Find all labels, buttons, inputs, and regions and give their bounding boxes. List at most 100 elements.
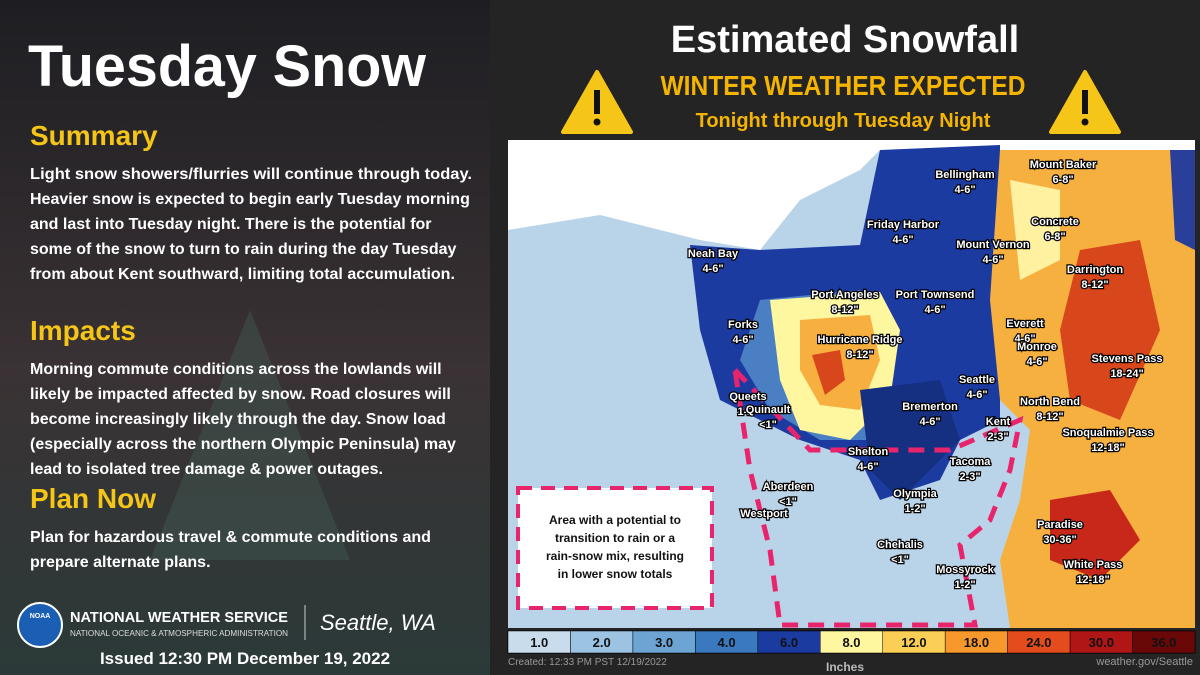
section-line: (especially across the northern Olympic … bbox=[30, 436, 456, 453]
city-name: Snoqualmie Pass bbox=[1062, 427, 1153, 439]
city-amount: 4-6" bbox=[702, 263, 723, 275]
city-name: Neah Bay bbox=[688, 248, 739, 260]
tree-decoration bbox=[150, 310, 350, 560]
note-line: in lower snow totals bbox=[558, 567, 673, 581]
sound-dark bbox=[860, 380, 960, 500]
city-amount: 2-3" bbox=[959, 471, 980, 483]
city-name: Mossyrock bbox=[936, 564, 994, 576]
legend-label: 1.0 bbox=[530, 635, 548, 650]
city-name: Bremerton bbox=[902, 401, 958, 413]
rain-transition-boundary bbox=[731, 362, 1024, 628]
city-amount: 12-18" bbox=[1091, 442, 1124, 454]
city-name: Stevens Pass bbox=[1092, 353, 1163, 365]
city-name: Westport bbox=[740, 508, 788, 520]
cascades-red bbox=[1060, 240, 1160, 420]
city-name: Kent bbox=[986, 416, 1011, 428]
city-name: Friday Harbor bbox=[867, 219, 940, 231]
city-name: Queets bbox=[729, 391, 766, 403]
rainier-red bbox=[1050, 490, 1140, 580]
section-heading: Plan Now bbox=[30, 483, 156, 514]
city-name: Seattle bbox=[959, 374, 995, 386]
section-heading: Summary bbox=[30, 120, 158, 151]
noaa-logo bbox=[17, 602, 63, 648]
section-line: and last into Tuesday night. There is th… bbox=[30, 216, 432, 233]
city-name: Port Angeles bbox=[811, 289, 878, 301]
city-amount: 4-6" bbox=[892, 234, 913, 246]
city-name: North Bend bbox=[1020, 396, 1080, 408]
city-amount: 8-12" bbox=[831, 304, 858, 316]
city-name: Everett bbox=[1006, 318, 1044, 330]
issued: Issued 12:30 PM December 19, 2022 bbox=[100, 649, 390, 668]
city-amount: 18-24" bbox=[1110, 368, 1143, 380]
city-amount: 8-12" bbox=[1036, 411, 1063, 423]
note-line: rain-snow mix, resulting bbox=[546, 549, 684, 563]
legend-swatch bbox=[1132, 630, 1196, 654]
agency-name: NATIONAL WEATHER SERVICE bbox=[70, 609, 288, 626]
city-amount: 4-6" bbox=[732, 334, 753, 346]
city-amount: 4-6" bbox=[1026, 356, 1047, 368]
header-subtitle: WINTER WEATHER EXPECTED bbox=[661, 70, 1026, 101]
city-amount: 4-6" bbox=[966, 389, 987, 401]
created: Created: 12:33 PM PST 12/19/2022 bbox=[508, 657, 667, 668]
city-name: Darrington bbox=[1067, 264, 1124, 276]
source: weather.gov/Seattle bbox=[1095, 656, 1193, 668]
section-line: Heavier snow is expected to begin early … bbox=[30, 191, 470, 208]
city-name: Shelton bbox=[848, 446, 889, 458]
note-line: Area with a potential to bbox=[549, 513, 681, 527]
city-amount: <1" bbox=[759, 419, 777, 431]
header-period: Tonight through Tuesday Night bbox=[696, 110, 991, 132]
city-amount: 4-6" bbox=[982, 254, 1003, 266]
note-line: transition to rain or a bbox=[555, 531, 675, 545]
city-name: Monroe bbox=[1017, 341, 1057, 353]
section-line: Plan for hazardous travel & commute cond… bbox=[30, 529, 431, 546]
legend-label: 8.0 bbox=[842, 635, 860, 650]
section-line: become increasingly likely through the d… bbox=[30, 411, 446, 428]
city-name: Port Townsend bbox=[896, 289, 975, 301]
city-amount: 8-12" bbox=[1081, 279, 1108, 291]
city-amount: 4-6" bbox=[857, 461, 878, 473]
legend-title: Inches bbox=[826, 660, 864, 674]
city-amount: 4-6" bbox=[919, 416, 940, 428]
map bbox=[508, 140, 1195, 628]
city-name: Concrete bbox=[1031, 216, 1079, 228]
city-name: Aberdeen bbox=[763, 481, 814, 493]
city-amount: 6-8" bbox=[1052, 174, 1073, 186]
city-name: White Pass bbox=[1064, 559, 1123, 571]
section-line: prepare alternate plans. bbox=[30, 554, 211, 571]
city-amount: 1-2" bbox=[737, 406, 758, 418]
city-name: Bellingham bbox=[935, 169, 995, 181]
office: Seattle, WA bbox=[320, 610, 436, 635]
legend-label: 18.0 bbox=[964, 635, 989, 650]
city-amount: <1" bbox=[891, 554, 909, 566]
city-amount: 1-2" bbox=[954, 579, 975, 591]
warning-dot bbox=[1081, 118, 1089, 126]
east-blue bbox=[1170, 150, 1195, 250]
warning-dot bbox=[593, 118, 601, 126]
header-title: Estimated Snowfall bbox=[671, 19, 1019, 61]
city-name: Chehalis bbox=[877, 539, 923, 551]
logo-text: NOAA bbox=[30, 613, 51, 620]
legend-label: 30.0 bbox=[1089, 635, 1114, 650]
city-name: Paradise bbox=[1037, 519, 1083, 531]
city-amount: 30-36" bbox=[1043, 534, 1076, 546]
section-line: lead to isolated tree damage & power out… bbox=[30, 461, 383, 478]
section-line: Light snow showers/flurries will continu… bbox=[30, 166, 472, 183]
left-title: Tuesday Snow bbox=[28, 34, 427, 99]
city-amount: 6-8" bbox=[1044, 231, 1065, 243]
snow-red bbox=[812, 350, 845, 395]
city-amount: 4-6" bbox=[1014, 333, 1035, 345]
section-line: from about Kent southward, limiting tota… bbox=[30, 266, 455, 283]
city-name: Hurricane Ridge bbox=[818, 334, 903, 346]
legend-label: 36.0 bbox=[1151, 635, 1176, 650]
note-box bbox=[516, 486, 714, 610]
agency-sub: NATIONAL OCEANIC & ATMOSPHERIC ADMINISTR… bbox=[70, 629, 288, 638]
city-amount: 12-18" bbox=[1076, 574, 1109, 586]
city-amount: 4-6" bbox=[954, 184, 975, 196]
section-line: some of the snow to turn to rain during … bbox=[30, 241, 457, 258]
section-line: likely be impacted affected by snow. Roa… bbox=[30, 386, 451, 403]
city-amount: <1" bbox=[779, 496, 797, 508]
city-amount: 8-12" bbox=[846, 349, 873, 361]
city-name: Mount Baker bbox=[1030, 159, 1097, 171]
warning-mark bbox=[594, 90, 600, 114]
